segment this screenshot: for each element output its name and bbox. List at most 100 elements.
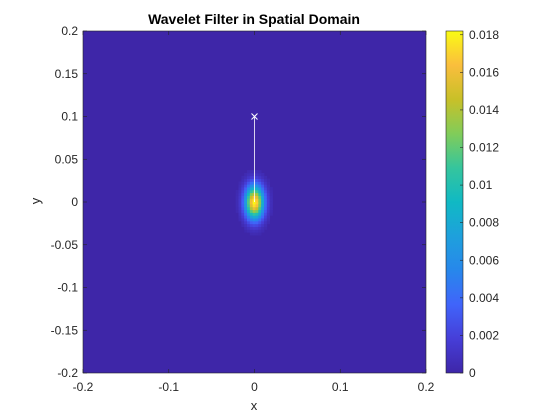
colorbar-tick-label: 0.018: [469, 28, 499, 42]
heatmap-cell: [261, 198, 265, 202]
heatmap-cell: [249, 184, 254, 188]
heatmap-cell: [238, 189, 242, 194]
heatmap-cell: [252, 201, 256, 205]
heatmap-cell: [255, 201, 259, 205]
y-tick-label: -0.2: [57, 366, 78, 380]
heatmap-cell: [258, 175, 262, 180]
x-tick-label: 0: [251, 380, 258, 394]
heatmap-cell: [247, 175, 251, 180]
heatmap-cell: [247, 223, 251, 227]
heatmap-cell: [241, 206, 245, 211]
heatmap-cell: [261, 223, 265, 227]
heatmap-cell: [247, 189, 251, 194]
heatmap-cell: [263, 198, 268, 202]
heatmap-cell: [252, 212, 256, 216]
heatmap-cell: [247, 170, 251, 174]
heatmap-cell: [255, 170, 259, 174]
heatmap-cell: [269, 204, 273, 208]
heatmap-cell: [235, 198, 239, 202]
heatmap-cell: [249, 172, 254, 177]
heatmap-cell: [238, 201, 242, 205]
heatmap-cell: [263, 204, 268, 208]
heatmap-cell: [261, 212, 265, 216]
heatmap-cell: [255, 220, 259, 225]
heatmap-cell: [269, 192, 273, 196]
heatmap-cell: [244, 184, 248, 188]
heatmap-cell: [258, 220, 262, 225]
heatmap-cell: [258, 201, 262, 205]
heatmap-cell: [249, 178, 254, 182]
colorbar-tick-label: 0: [469, 366, 476, 380]
heatmap-cell: [247, 218, 251, 222]
heatmap-cell: [241, 212, 245, 216]
heatmap-cell: [261, 192, 265, 196]
heatmap-cell: [244, 195, 248, 199]
heatmap-cell: [255, 172, 259, 177]
heatmap-cell: [244, 192, 248, 196]
heatmap-cell: [252, 220, 256, 225]
heatmap-cell: [238, 192, 242, 196]
heatmap-cell: [261, 195, 265, 199]
heatmap-cell: [266, 195, 271, 199]
heatmap-cell: [249, 215, 254, 219]
heatmap-cell: [255, 226, 259, 230]
heatmap-cell: [247, 209, 251, 213]
colorbar-tick-label: 0.014: [469, 103, 499, 117]
heatmap-cell: [261, 178, 265, 182]
heatmap-cell: [249, 232, 254, 236]
heatmap-cell: [255, 229, 259, 233]
heatmap-cell: [269, 206, 273, 211]
heatmap-cell: [255, 209, 259, 213]
heatmap-cell: [258, 198, 262, 202]
heatmap-cell: [238, 209, 242, 213]
x-axis: -0.2 -0.1 0 0.1 0.2: [73, 31, 435, 394]
y-tick-label: 0.2: [61, 24, 78, 38]
heatmap-cell: [249, 192, 254, 196]
heatmap-cell: [247, 206, 251, 211]
heatmap-cell: [255, 204, 259, 208]
x-tick-label: -0.1: [158, 380, 179, 394]
heatmap-cell: [258, 170, 262, 174]
heatmap-cell: [238, 184, 242, 188]
heatmap-cell: [255, 223, 259, 227]
heatmap-cell: [244, 220, 248, 225]
heatmap-cell: [261, 218, 265, 222]
heatmap-cell: [244, 204, 248, 208]
y-tick-label: -0.05: [51, 238, 79, 252]
heatmap-cell: [263, 201, 268, 205]
chart-title: Wavelet Filter in Spatial Domain: [148, 11, 360, 27]
heatmap-cell: [244, 198, 248, 202]
heatmap-cell: [249, 170, 254, 174]
heatmap-cell: [252, 232, 256, 236]
heatmap-cell: [244, 226, 248, 230]
heatmap-cell: [266, 187, 271, 191]
heatmap-cell: [261, 215, 265, 219]
heatmap-cell: [266, 201, 271, 205]
heatmap-cell: [263, 218, 268, 222]
heatmap-cell: [263, 220, 268, 225]
heatmap-cell: [247, 226, 251, 230]
heatmap-cell: [255, 218, 259, 222]
heatmap-cell: [235, 192, 239, 196]
heatmap-cell: [263, 184, 268, 188]
heatmap-cell: [258, 223, 262, 227]
heatmap-cell: [241, 220, 245, 225]
heatmap-cell: [266, 220, 271, 225]
heatmap-cell: [258, 209, 262, 213]
heatmap-cell: [255, 187, 259, 191]
x-tick-label: -0.2: [73, 380, 94, 394]
heatmap-cell: [249, 201, 254, 205]
y-axis-label: y: [28, 197, 43, 204]
heatmap-cell: [266, 215, 271, 219]
heatmap-cell: [266, 212, 271, 216]
heatmap-cell: [244, 201, 248, 205]
heatmap-cell: [241, 184, 245, 188]
heatmap-cell: [263, 181, 268, 185]
heatmap-cell: [238, 198, 242, 202]
heatmap-cell: [266, 189, 271, 194]
heatmap-cell: [261, 175, 265, 180]
heatmap-cell: [255, 198, 259, 202]
heatmap-cell: [241, 187, 245, 191]
colorbar-tick-label: 0.012: [469, 141, 499, 155]
